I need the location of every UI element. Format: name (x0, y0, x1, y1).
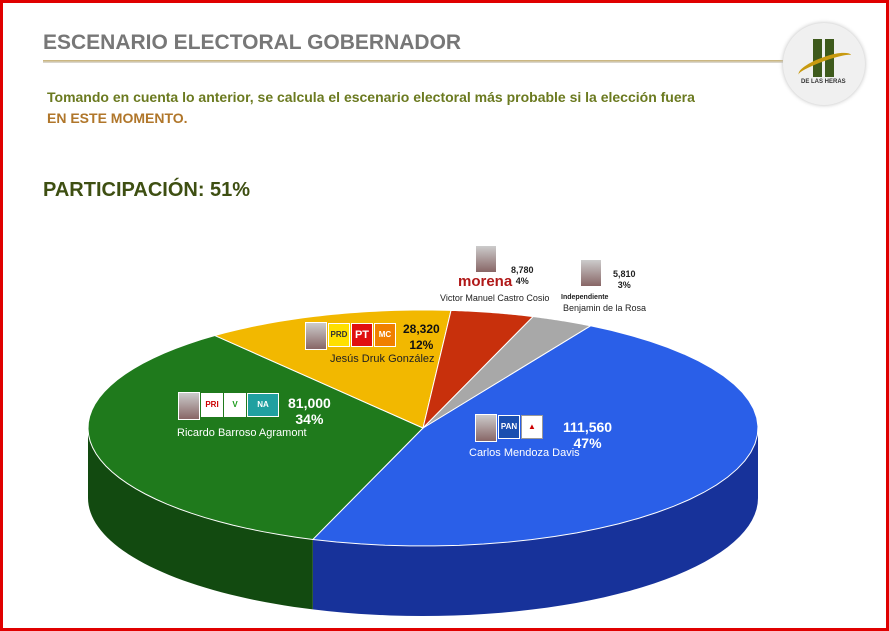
label-benjamin: 5,810 3% (613, 269, 636, 291)
slice-side-0 (312, 428, 758, 616)
slice-3 (422, 309, 535, 430)
slice-1 (87, 334, 424, 540)
percent: 12% (409, 338, 434, 352)
slice-side-1 (88, 428, 313, 610)
candidate-name: Ricardo Barroso Agramont (177, 427, 307, 439)
candidate-photo (305, 322, 327, 350)
candidate-name: Benjamin de la Rosa (563, 303, 647, 313)
percent: 3% (617, 280, 631, 290)
candidate-name: Carlos Mendoza Davis (469, 447, 580, 459)
subtitle-emphasis: EN ESTE MOMENTO. (47, 110, 188, 126)
page-title: ESCENARIO ELECTORAL GOBERNADOR (43, 31, 462, 54)
subtitle: Tomando en cuenta lo anterior, se calcul… (47, 87, 767, 129)
party-logo-na: NA (247, 393, 279, 417)
label-carlos: 111,560 47% (563, 419, 612, 451)
party-logo-mc: MC (374, 323, 396, 347)
party-logo-prs: ▲ (521, 415, 543, 439)
percent: 4% (515, 276, 529, 286)
party-logo-pvem: V (224, 393, 246, 417)
candidate-photo (178, 392, 200, 420)
pie-chart (87, 309, 759, 616)
logo: DE LAS HERAS (783, 23, 865, 105)
label-ricardo: 81,000 34% (288, 395, 331, 427)
slice-4 (422, 316, 592, 429)
party-logo-pt: PT (351, 323, 373, 347)
party-logo-prd: PRD (328, 323, 350, 347)
candidate-photo (475, 414, 497, 442)
label-victor: 8,780 4% (511, 265, 534, 287)
votes: 5,810 (613, 269, 636, 279)
party-logo-pri: PRI (201, 393, 223, 417)
votes: 81,000 (288, 395, 331, 411)
candidate-photo (580, 259, 602, 287)
candidate-name: Victor Manuel Castro Cosio (440, 293, 550, 303)
percent: 47% (573, 435, 602, 451)
votes: 8,780 (511, 265, 534, 275)
party-logo-pan: PAN (498, 415, 520, 439)
candidate-name: Jesús Druk González (330, 353, 435, 365)
party-label-independiente: Independiente (561, 294, 609, 301)
votes: 28,320 (403, 322, 440, 336)
votes: 111,560 (563, 419, 613, 435)
divider (43, 60, 783, 63)
candidate-photo (475, 245, 497, 273)
percent: 34% (295, 411, 324, 427)
party-logo-morena: morena (458, 273, 513, 290)
subtitle-text: Tomando en cuenta lo anterior, se calcul… (47, 89, 695, 105)
label-jesus: 28,320 12% (403, 321, 440, 353)
participation: PARTICIPACIÓN: 51% (43, 179, 251, 201)
